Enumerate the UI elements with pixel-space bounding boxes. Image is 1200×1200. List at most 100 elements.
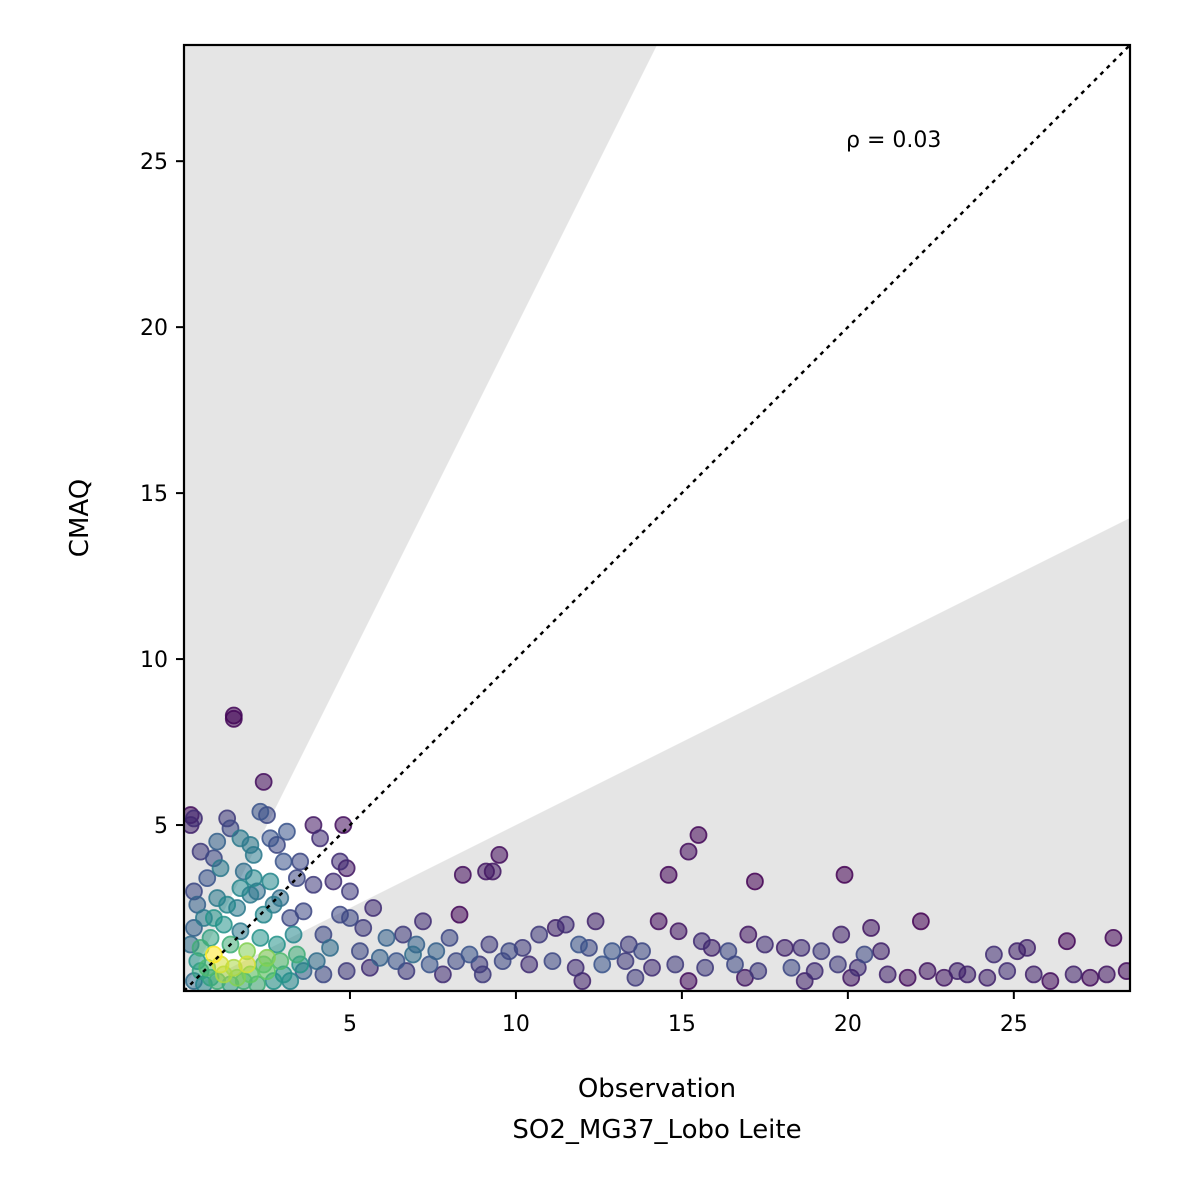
scatter-point (1104, 928, 1123, 947)
y-tick-label: 10 (140, 648, 168, 673)
scatter-point (287, 869, 306, 888)
scatter-point (855, 945, 874, 964)
scatter-point (204, 945, 223, 964)
scatter-point (434, 965, 452, 984)
scatter-point (460, 945, 479, 964)
y-tick-label: 5 (154, 814, 168, 839)
scatter-point (689, 826, 708, 844)
scatter-point (377, 928, 396, 947)
y-axis-label: CMAQ (65, 479, 95, 557)
scatter-point (520, 955, 539, 974)
scatter-point (244, 869, 263, 888)
y-axis-ticks: 5 10 15 20 25 (140, 150, 184, 839)
scatter-point (530, 925, 549, 944)
scatter-point (490, 846, 509, 864)
x-axis-label: Observation (578, 1074, 736, 1104)
scatter-point (832, 925, 851, 944)
scatter-point (1041, 972, 1060, 990)
scatter-point (364, 899, 383, 917)
scatter-point (238, 955, 256, 974)
scatter-point (224, 709, 243, 728)
scatter-point (261, 829, 280, 848)
scatter-point (427, 942, 446, 961)
scatter-point (244, 846, 263, 864)
y-tick-label: 15 (140, 482, 168, 507)
scatter-point (782, 958, 801, 977)
scatter-point (918, 962, 937, 980)
x-tick-label: 5 (343, 1012, 357, 1037)
scatter-point (878, 965, 897, 984)
x-tick-label: 25 (1000, 1012, 1028, 1037)
scatter-point (450, 905, 469, 924)
scatter-point (679, 842, 698, 861)
x-tick-label: 10 (502, 1012, 530, 1037)
scatter-point (643, 958, 661, 977)
scatter-point (493, 952, 512, 971)
scatter-point (755, 935, 774, 954)
scatter-point (543, 952, 562, 971)
scatter-point (985, 945, 1003, 964)
scatter-point (291, 852, 310, 871)
scatter-point (998, 962, 1017, 980)
upper-shaded-region (184, 45, 657, 991)
scatter-point (696, 958, 715, 977)
scatter-point (211, 859, 230, 878)
scatter-point (394, 925, 412, 944)
scatter-point (739, 925, 758, 944)
scatter-point (440, 928, 459, 947)
scatter-point (616, 952, 635, 971)
x-axis-label-line2: SO2_MG37_Lobo Leite (512, 1115, 801, 1145)
scatter-point (593, 955, 612, 974)
scatter-point (586, 912, 605, 931)
scatter-point (483, 862, 502, 881)
scatter-point (746, 872, 764, 891)
scatter-point (633, 942, 651, 961)
scatter-point (337, 962, 356, 980)
scatter-point (231, 829, 250, 848)
scatter-point (603, 942, 622, 961)
scatter-point (1064, 965, 1083, 984)
scatter-point (911, 912, 930, 931)
scatter-point (570, 935, 588, 954)
scatter-point (1024, 965, 1043, 984)
scatter-point (351, 942, 369, 961)
scatter-point (208, 832, 227, 851)
scatter-point (321, 938, 339, 957)
scatter-point (268, 935, 286, 954)
scatter-point (404, 945, 422, 964)
scatter-point (473, 965, 492, 984)
scatter-point (324, 872, 343, 891)
scatter-point (387, 952, 406, 971)
scatter-point (835, 865, 854, 884)
scatter-point (331, 852, 349, 871)
plot-frame (182, 43, 1132, 993)
x-tick-label: 15 (668, 1012, 696, 1037)
scatter-point (626, 968, 645, 987)
scatter-point (294, 902, 313, 921)
scatter-point (749, 962, 768, 980)
scatter-point (659, 865, 678, 884)
scatter-point (251, 928, 270, 947)
scatter-point (254, 905, 273, 924)
scatter-point (872, 942, 890, 961)
scatter-point (354, 919, 373, 937)
scatter-point (204, 909, 223, 927)
scatter-point (1097, 965, 1116, 984)
scatter-point (231, 922, 250, 941)
y-tick-label: 20 (140, 316, 168, 341)
scatter-point (311, 829, 329, 848)
scatter-point (284, 925, 303, 944)
scatter-point (692, 932, 711, 951)
scatter-point (862, 919, 880, 937)
scatter-point (1058, 932, 1076, 951)
scatter-point (726, 955, 744, 974)
scatter-point (898, 968, 917, 987)
scatter-point (679, 972, 698, 990)
x-tick-label: 20 (834, 1012, 862, 1037)
scatter-point (1081, 968, 1100, 987)
scatter-point (274, 852, 293, 871)
scatter-point (370, 948, 389, 967)
scatter-point (287, 945, 306, 964)
scatter-point (829, 955, 847, 974)
scatter-point (958, 965, 977, 984)
